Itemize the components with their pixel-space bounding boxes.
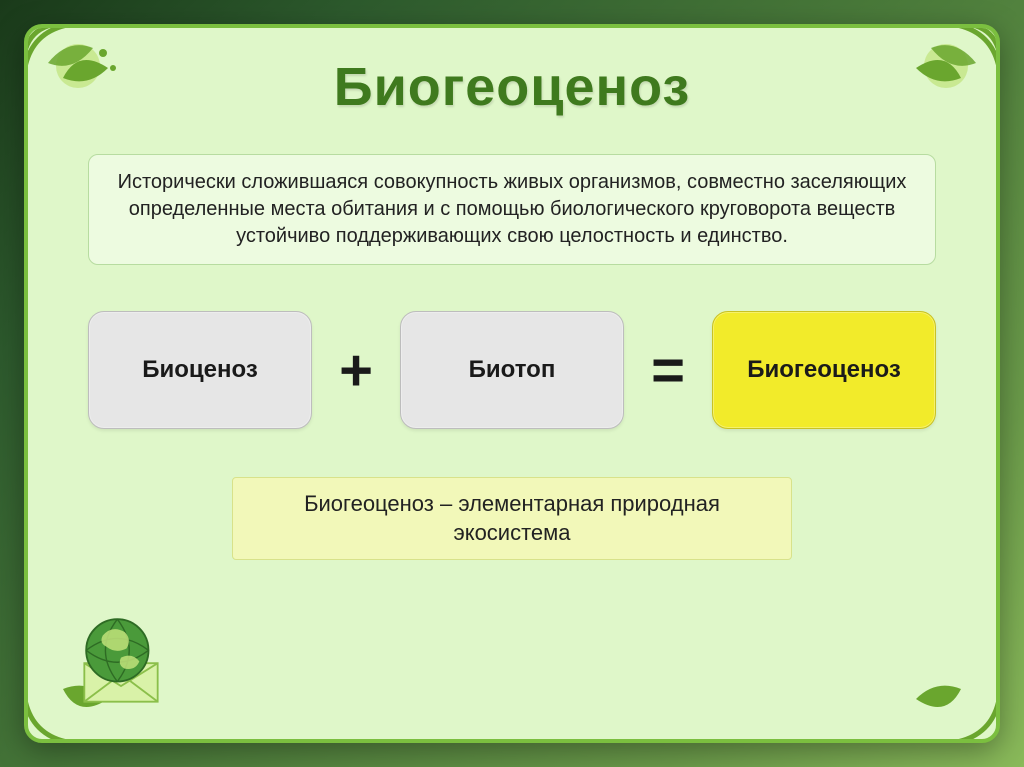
flourish-bottom-right bbox=[866, 609, 1000, 743]
slide-frame: Биогеоценоз Исторически сложившаяся сово… bbox=[24, 24, 1000, 743]
earth-envelope-icon bbox=[66, 599, 176, 709]
footer-box: Биогеоценоз – элементарная природная эко… bbox=[232, 477, 792, 560]
definition-box: Исторически сложившаяся совокупность жив… bbox=[88, 154, 936, 265]
equation-row: Биоценоз + Биотоп = Биогеоценоз bbox=[88, 311, 936, 429]
equation-box-2: Биотоп bbox=[400, 311, 624, 429]
flourish-top-right bbox=[866, 24, 1000, 158]
equation-box-3: Биогеоценоз bbox=[712, 311, 936, 429]
equation-box-3-label: Биогеоценоз bbox=[747, 356, 901, 384]
slide-title: Биогеоценоз bbox=[28, 56, 996, 118]
operator-equals: = bbox=[651, 337, 685, 404]
operator-plus: + bbox=[339, 337, 373, 404]
flourish-top-left bbox=[24, 24, 158, 158]
equation-box-1-label: Биоценоз bbox=[142, 356, 258, 384]
equation-box-2-label: Биотоп bbox=[469, 356, 556, 384]
equation-box-1: Биоценоз bbox=[88, 311, 312, 429]
